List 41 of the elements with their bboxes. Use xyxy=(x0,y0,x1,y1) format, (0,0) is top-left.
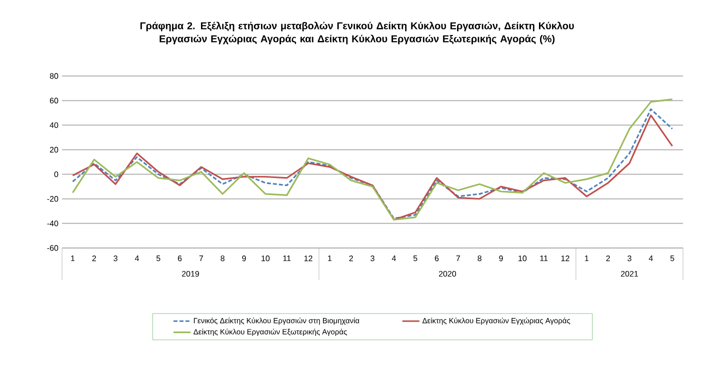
x-tick-label: 2 xyxy=(92,256,96,262)
x-tick-label: 3 xyxy=(114,256,118,262)
y-tick-label: -60 xyxy=(47,245,58,251)
x-tick-label: 2 xyxy=(606,256,610,262)
x-tick-label: 4 xyxy=(392,256,396,262)
x-tick-label: 4 xyxy=(134,256,139,262)
x-tick-label: 6 xyxy=(434,256,439,262)
x-tick-label: 7 xyxy=(456,256,460,262)
x-tick-label: 8 xyxy=(478,256,482,262)
x-tick-label: 2 xyxy=(349,256,353,262)
y-tick-label: -20 xyxy=(47,196,58,202)
x-tick-label: 12 xyxy=(304,256,312,262)
y-tick-label: 80 xyxy=(50,73,58,79)
x-tick-label: 4 xyxy=(648,256,653,262)
x-tick-label: 10 xyxy=(262,256,270,262)
x-tick-label: 11 xyxy=(540,256,548,262)
x-tick-label: 9 xyxy=(242,256,246,262)
x-tick-label: 10 xyxy=(518,256,527,262)
x-tick-label: 9 xyxy=(499,256,503,262)
x-tick-label: 6 xyxy=(178,256,182,262)
x-tick-label: 3 xyxy=(370,256,374,262)
x-tick-label: 8 xyxy=(220,256,224,262)
x-tick-label: 1 xyxy=(71,256,75,262)
chart-title: Γράφημα 2. Εξέλιξη ετήσιων μεταβολών Γενικού Δείκτη Κύκλου Εργασιών, Δείκτη Κύκλου Εργασιών Εγχώριας Αγοράς και Δείκτη Κύκλου Εργασιών Εξωτερικής Αγοράς (%) xyxy=(140,22,574,44)
x-tick-label: 1 xyxy=(585,256,588,262)
x-tick-label: 11 xyxy=(283,256,291,262)
x-tick-label: 12 xyxy=(561,256,570,262)
x-tick-label: 5 xyxy=(413,256,418,262)
y-tick-label: -40 xyxy=(47,220,58,226)
text: 2019 xyxy=(182,270,199,277)
y-tick-label: 20 xyxy=(50,146,58,153)
y-tick-label: 0 xyxy=(54,171,58,178)
x-tick-label: 3 xyxy=(628,256,632,262)
text: 2021 xyxy=(620,270,638,277)
x-tick-label: 1 xyxy=(328,256,332,262)
x-tick-label: 7 xyxy=(199,256,204,262)
text: 2020 xyxy=(438,270,456,277)
x-tick-label: 5 xyxy=(156,256,160,262)
x-tick-label: 5 xyxy=(670,256,674,262)
y-tick-label: 60 xyxy=(50,98,58,104)
y-tick-label: 40 xyxy=(50,122,58,128)
